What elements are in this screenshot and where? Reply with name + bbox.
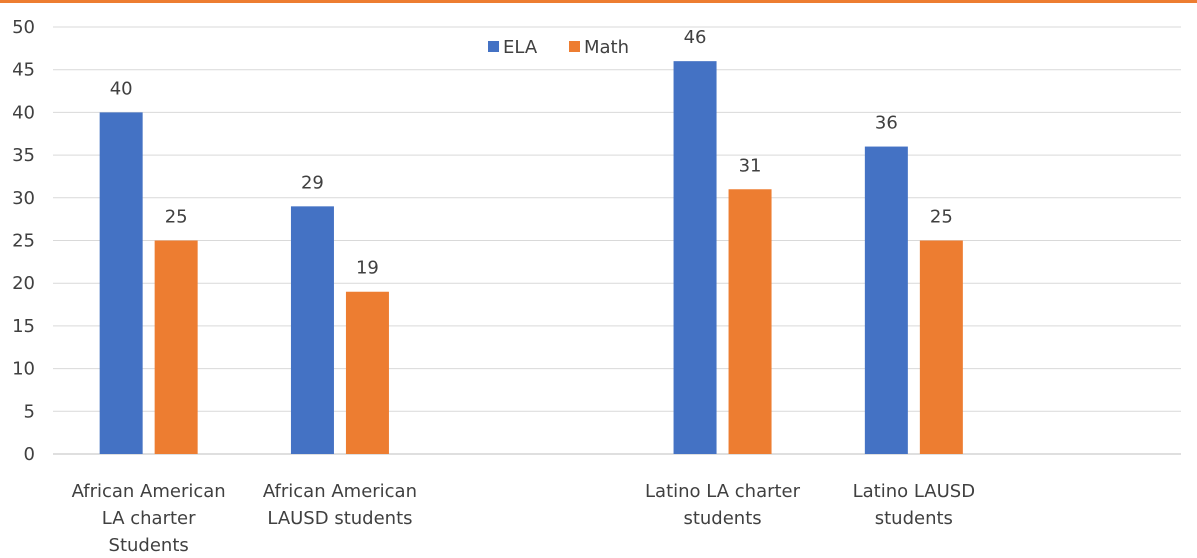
category-label-line: African American [263, 481, 417, 502]
category-label: Latino LA charter students [645, 481, 801, 529]
bars [99, 61, 963, 455]
bar-math [728, 189, 772, 454]
legend-swatch-ela [488, 41, 499, 52]
category-label-line: Latino LA charter [645, 481, 801, 502]
bar-math [919, 240, 963, 454]
category-label: Latino LAUSD students [853, 481, 975, 529]
category-label-line: students [683, 508, 761, 529]
category-label: African American LA charter Students [72, 481, 226, 556]
category-label-line: LAUSD students [267, 508, 412, 529]
y-tick-label: 15 [12, 316, 35, 337]
category-label-line: Students [109, 535, 189, 556]
legend-swatch-math [569, 41, 580, 52]
data-label: 19 [356, 258, 379, 279]
bar-ela [864, 146, 908, 454]
category-label: African American LAUSD students [263, 481, 417, 529]
data-label: 25 [165, 207, 188, 228]
data-label: 46 [684, 27, 707, 48]
y-tick-label: 45 [12, 60, 35, 81]
y-tick-label: 0 [24, 444, 35, 465]
data-label: 40 [110, 78, 133, 99]
y-tick-label: 30 [12, 188, 35, 209]
y-axis-ticks: 0 5 10 15 20 25 30 35 40 45 50 [12, 17, 35, 465]
legend-label-math: Math [584, 37, 629, 58]
bar-math [345, 291, 389, 454]
data-label: 31 [739, 155, 762, 176]
data-label: 29 [301, 172, 324, 193]
bar-ela [290, 206, 334, 454]
data-label: 25 [930, 207, 953, 228]
y-tick-label: 20 [12, 273, 35, 294]
legend-label-ela: ELA [503, 37, 538, 58]
y-tick-label: 25 [12, 231, 35, 252]
category-label-line: Latino LAUSD [853, 481, 975, 502]
y-tick-label: 40 [12, 102, 35, 123]
y-tick-label: 50 [12, 17, 35, 38]
bar-ela [99, 112, 143, 455]
category-label-line: LA charter [102, 508, 196, 529]
bar-math [154, 240, 198, 454]
y-tick-label: 10 [12, 359, 35, 380]
category-label-line: students [875, 508, 953, 529]
data-label: 36 [875, 113, 898, 134]
x-axis-categories: African American LA charter StudentsAfrica… [72, 481, 976, 556]
top-accent-rule [0, 0, 1197, 3]
category-label-line: African American [72, 481, 226, 502]
y-tick-label: 5 [24, 401, 35, 422]
bar-ela [673, 61, 717, 454]
gridlines [53, 26, 1181, 455]
y-tick-label: 35 [12, 145, 35, 166]
legend: ELA Math [488, 37, 629, 58]
data-labels: 40 25 29 19 46 31 36 25 [110, 27, 953, 279]
